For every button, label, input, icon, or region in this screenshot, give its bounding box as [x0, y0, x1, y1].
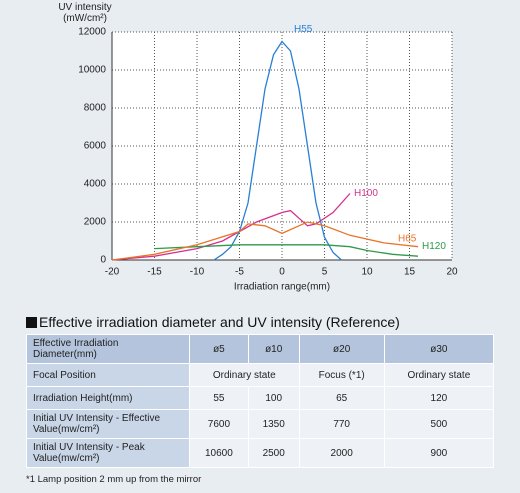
y-tick-label: 2000	[84, 217, 107, 228]
y-tick-label: 12000	[78, 27, 106, 38]
series-label: H55	[294, 24, 313, 35]
series-line	[111, 221, 419, 261]
cell: 900	[383, 438, 495, 468]
x-tick-label: 5	[322, 267, 328, 278]
x-tick-label: 10	[361, 267, 373, 278]
cell: 2500	[247, 438, 300, 468]
cell: Focus (*1)	[298, 363, 385, 387]
x-tick-label: -5	[235, 267, 244, 278]
row-label: Initial UV Intensity - Effective Value(m…	[26, 409, 190, 439]
bullet	[26, 316, 37, 328]
table-title-row: Effective irradiation diameter and UV in…	[26, 314, 496, 330]
header-cell: ø30	[383, 334, 495, 364]
table-block: Effective irradiation diameter and UV in…	[26, 314, 496, 485]
cell: 10600	[189, 438, 249, 468]
header-cell: ø5	[189, 334, 249, 364]
x-tick-label: 20	[446, 267, 458, 278]
header-cell: ø10	[247, 334, 300, 364]
y-tick-label: 4000	[84, 179, 107, 190]
series-label: H100	[354, 188, 378, 199]
series-label: H65	[398, 233, 417, 244]
series-label: H120	[422, 241, 446, 252]
row: Initial UV Intensity - Peak Value(mw/cm²…	[26, 438, 495, 468]
y-axis-title: UV intensity (mW/cm²)	[58, 2, 112, 24]
y-tick-label: 0	[100, 255, 106, 266]
x-tick-label: -20	[105, 267, 120, 278]
row-label: Irradiation Height(mm)	[26, 386, 190, 410]
cell: 500	[383, 409, 495, 439]
chart: Irradiation range(mm) 0 2000 4000 6000 8000 1…	[78, 24, 458, 293]
footnote: *1 Lamp position 2 mm up from the mirror	[26, 474, 202, 485]
cell: 770	[298, 409, 385, 439]
header-cell: Effective Irradiation Diameter(mm)	[26, 334, 190, 364]
cell: Ordinary state	[383, 363, 495, 387]
cell: 1350	[247, 409, 300, 439]
x-tick-label: -15	[147, 267, 162, 278]
series-line	[213, 40, 342, 261]
cell: 65	[298, 386, 385, 410]
cell: 7600	[189, 409, 249, 439]
cell: 100	[247, 386, 300, 410]
row: Initial UV Intensity - Effective Value(m…	[26, 409, 495, 439]
cell: 55	[189, 386, 249, 410]
row-label: Focal Position	[26, 363, 190, 387]
y-tick-label: 6000	[84, 141, 107, 152]
cell: Ordinary state	[189, 363, 300, 387]
y-tick-label: 8000	[84, 103, 107, 114]
cell: 120	[383, 386, 495, 410]
series-line	[154, 244, 419, 257]
x-tick-label: -10	[190, 267, 205, 278]
x-tick-label: 0	[279, 267, 285, 278]
y-tick-label: 10000	[78, 65, 106, 76]
table-title: Effective irradiation diameter and UV in…	[39, 314, 400, 330]
row-label: Initial UV Intensity - Peak Value(mw/cm²…	[26, 438, 190, 468]
row: Irradiation Height(mm) 55 100 65 120	[26, 386, 495, 410]
x-tick-label: 15	[404, 267, 416, 278]
table: Effective Irradiation Diameter(mm) ø5 ø1…	[26, 334, 495, 468]
header-cell: ø20	[298, 334, 385, 364]
cell: 2000	[298, 438, 385, 468]
row: Focal Position Ordinary state Focus (*1)…	[26, 363, 495, 387]
x-axis-title: Irradiation range(mm)	[234, 282, 330, 293]
header-row: Effective Irradiation Diameter(mm) ø5 ø1…	[26, 334, 495, 364]
